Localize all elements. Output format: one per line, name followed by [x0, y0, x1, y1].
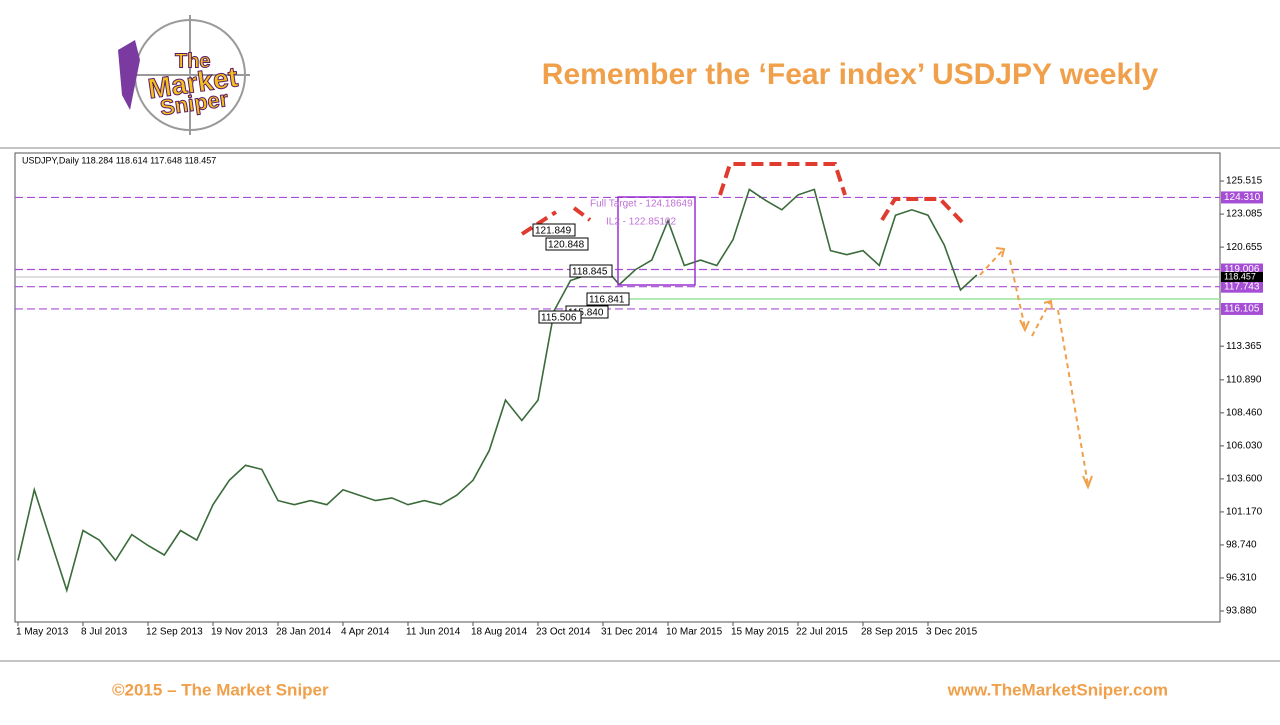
x-tick-label: 8 Jul 2013 [81, 627, 128, 638]
x-tick-label: 22 Jul 2015 [796, 627, 848, 638]
y-tick-label: 113.365 [1226, 341, 1262, 352]
level-label: 117.743 [1224, 281, 1260, 292]
slide-title: Remember the ‘Fear index’ USDJPY weekly [542, 58, 1159, 91]
x-tick-label: 19 Nov 2013 [211, 627, 268, 638]
y-tick-label: 103.600 [1226, 474, 1263, 485]
annotation: IL2 - 122.85102 [606, 217, 676, 228]
x-tick-label: 1 May 2013 [16, 627, 69, 638]
level-label: 116.105 [1224, 304, 1260, 315]
footer-left: ©2015 – The Market Sniper [112, 680, 329, 699]
price-line [17, 188, 978, 594]
x-tick-label: 10 Mar 2015 [666, 627, 723, 638]
level-tag [1221, 302, 1263, 315]
annotation: Full Target - 124.18649 [590, 199, 693, 210]
annotations: Full Target - 124.18649 IL2 - 122.85102 … [532, 199, 693, 324]
x-tick-label: 15 May 2015 [731, 627, 789, 638]
annotation: 120.848 [548, 240, 585, 251]
level-tag [1221, 191, 1263, 204]
y-tick-label: 123.085 [1226, 209, 1263, 220]
y-tick-label: 125.515 [1226, 176, 1263, 187]
x-tick-label: 18 Aug 2014 [471, 627, 528, 638]
annotation: 115.840 [568, 308, 604, 319]
x-tick-label: 31 Dec 2014 [601, 627, 658, 638]
x-tick-label: 4 Apr 2014 [341, 627, 390, 638]
annotation: 118.845 [572, 267, 608, 278]
current-label: 118.457 [1224, 271, 1256, 281]
footer-right: www.TheMarketSniper.com [947, 680, 1168, 699]
annotation: 116.841 [589, 295, 625, 306]
annotation: 121.849 [535, 226, 572, 237]
x-tick-label: 23 Oct 2014 [536, 627, 591, 638]
logo-text: The [175, 50, 211, 72]
y-tick-label: 120.655 [1226, 242, 1263, 253]
level-tag [1221, 280, 1263, 293]
pattern-marks [520, 162, 1220, 490]
x-tick-label: 11 Jun 2014 [406, 627, 461, 638]
x-tick-label: 12 Sep 2013 [146, 627, 203, 638]
annotation: 115.506 [541, 313, 577, 324]
y-tick-label: 108.460 [1226, 407, 1263, 418]
chart-header: USDJPY,Daily 118.284 118.614 117.648 118… [22, 155, 216, 165]
y-tick-label: 106.030 [1226, 441, 1263, 452]
y-tick-label: 93.880 [1226, 606, 1257, 617]
level-label: 119.006 [1224, 264, 1260, 275]
y-tick-label: 96.310 [1226, 573, 1257, 584]
y-tick-label: 98.740 [1226, 540, 1257, 551]
y-tick-label: 110.890 [1226, 374, 1262, 385]
x-tick-label: 3 Dec 2015 [926, 627, 978, 638]
level-label: 124.310 [1224, 192, 1261, 203]
x-tick-label: 28 Sep 2015 [861, 627, 918, 638]
logo: The Market Sniper [118, 15, 250, 135]
y-tick-label: 101.170 [1226, 507, 1263, 518]
current-tag [1221, 271, 1263, 282]
x-tick-label: 28 Jan 2014 [276, 627, 331, 638]
